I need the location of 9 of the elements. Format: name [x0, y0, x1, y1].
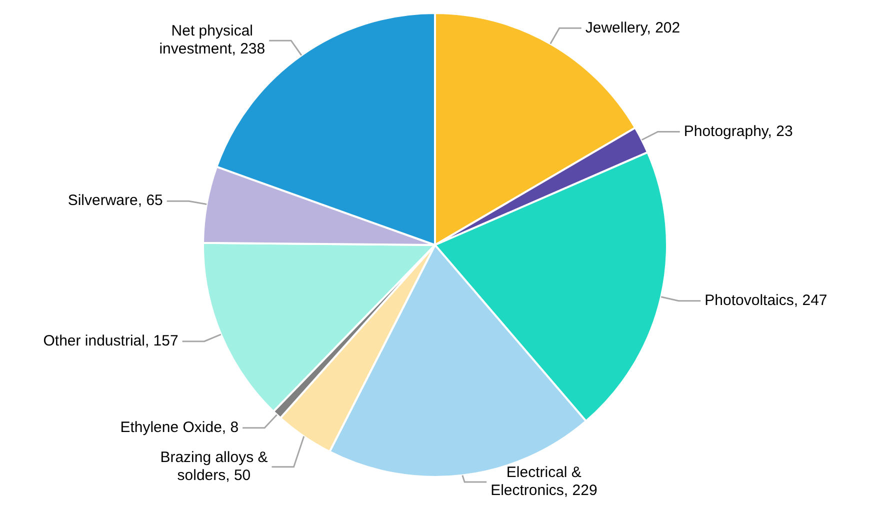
slice-label: Brazing alloys & solders, 50: [160, 449, 268, 484]
slice-label: Ethylene Oxide, 8: [120, 419, 239, 436]
slice-label: Photography, 23: [684, 122, 793, 140]
slice-label: Net physical investment, 238: [159, 22, 266, 58]
slice-label: Silverware, 65: [68, 192, 163, 210]
slice-label: Jewellery, 202: [585, 19, 680, 36]
slice-label: Photovoltaics, 247: [704, 292, 828, 310]
slice-label: Other industrial, 157: [43, 332, 178, 350]
slice-label: Electrical & Electronics, 229: [490, 464, 598, 500]
